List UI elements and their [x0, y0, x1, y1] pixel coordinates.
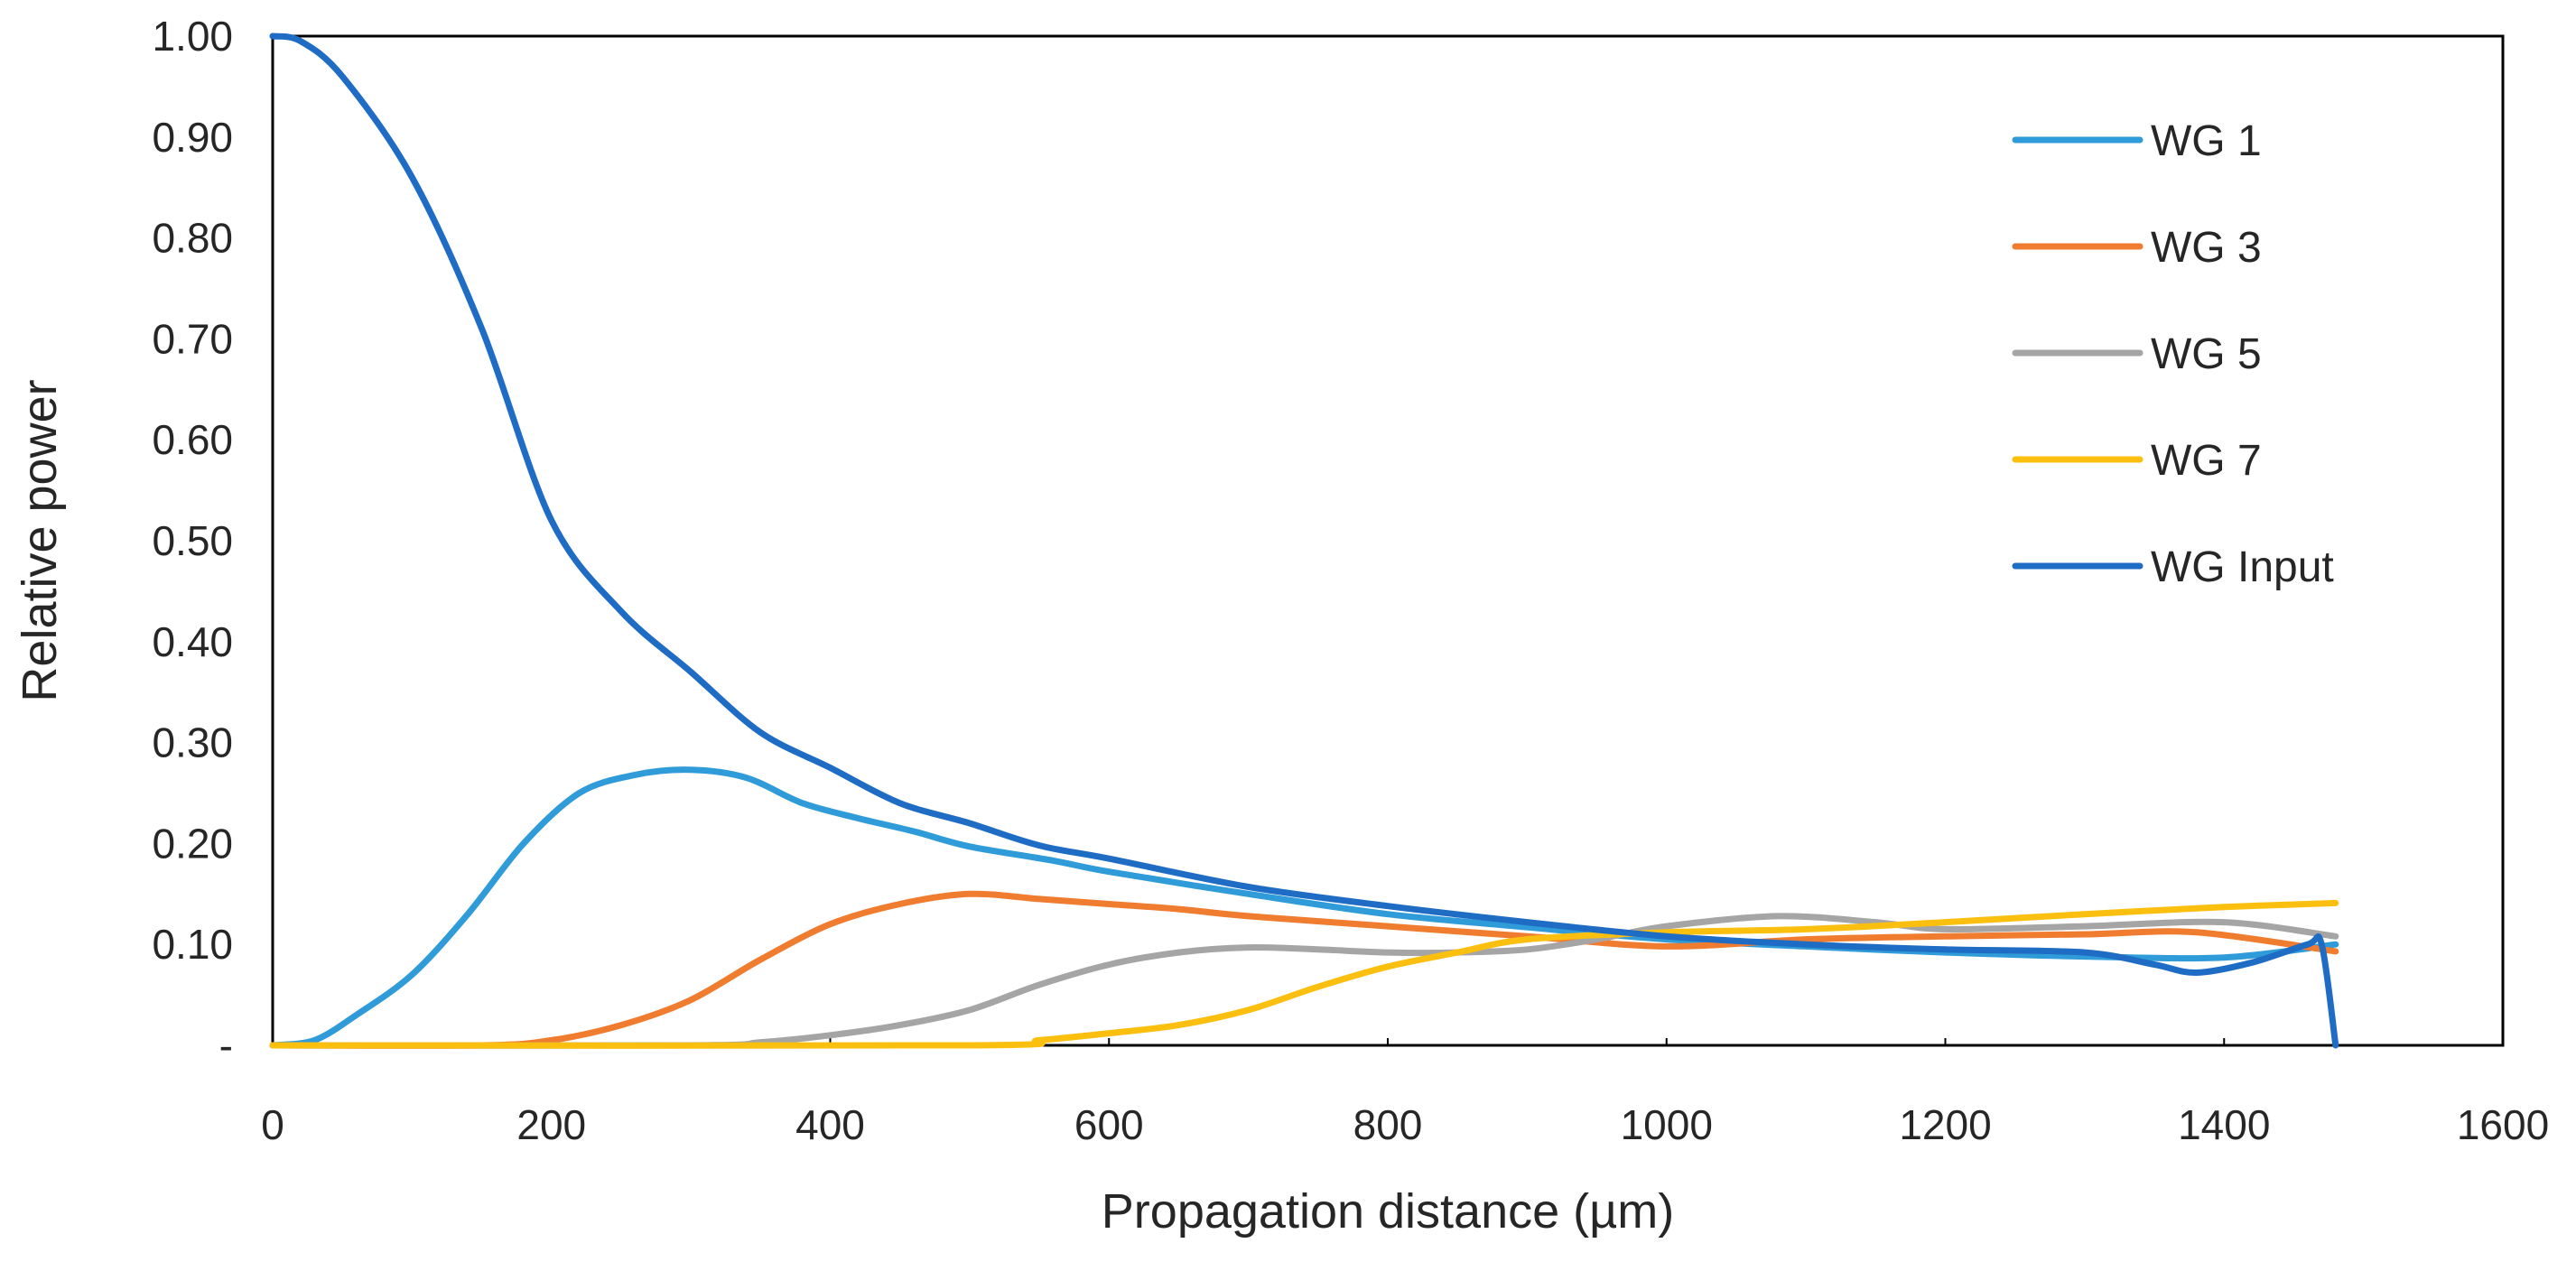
- x-tick-label: 0: [261, 1101, 284, 1148]
- legend-label-wg-input: WG Input: [2151, 543, 2334, 591]
- x-tick-label: 1200: [1899, 1101, 1991, 1148]
- y-tick-label: 0.10: [152, 921, 233, 968]
- series-line-wg-3: [269, 890, 2339, 1049]
- x-tick-label: 1000: [1621, 1101, 1713, 1148]
- y-tick-label: 0.50: [152, 517, 233, 564]
- series-lines: [269, 32, 2339, 1049]
- x-tick-label: 1600: [2457, 1101, 2549, 1148]
- y-tick-label: 0.90: [152, 114, 233, 161]
- legend-label-wg-1: WG 1: [2151, 117, 2262, 165]
- y-axis-ticks: - 0.10 0.20 0.30 0.40 0.50 0.60 0.70 0.80 0.90 1.0…: [152, 13, 233, 1069]
- y-axis-title: Relative power: [13, 379, 67, 701]
- y-tick-label: -: [219, 1022, 233, 1069]
- x-axis-title: Propagation distance (µm): [1102, 1184, 1674, 1239]
- legend: WG 1 WG 3 WG 5 WG 7 WG Input: [2012, 117, 2334, 591]
- y-tick-label: 0.70: [152, 315, 233, 362]
- y-tick-label: 0.20: [152, 820, 233, 867]
- legend-label-wg-3: WG 3: [2151, 224, 2262, 272]
- x-tick-label: 400: [795, 1101, 865, 1148]
- series-line-wg-input: [269, 32, 2339, 1049]
- y-tick-label: 0.80: [152, 215, 233, 262]
- legend-label-wg-5: WG 5: [2151, 330, 2262, 378]
- x-tick-label: 800: [1353, 1101, 1423, 1148]
- y-tick-label: 0.30: [152, 719, 233, 766]
- plot-area: [271, 34, 2505, 1047]
- series-line-wg-7: [269, 899, 2339, 1049]
- y-tick-label: 0.60: [152, 416, 233, 463]
- series-line-wg-5: [269, 913, 2339, 1049]
- x-tick-label: 600: [1074, 1101, 1144, 1148]
- x-tick-label: 200: [516, 1101, 586, 1148]
- legend-label-wg-7: WG 7: [2151, 437, 2262, 485]
- y-tick-label: 1.00: [152, 13, 233, 60]
- x-axis-ticks: 0 200 400 600 800 1000 1200 1400 1600: [261, 1038, 2549, 1148]
- x-tick-label: 1400: [2178, 1101, 2270, 1148]
- y-tick-label: 0.40: [152, 618, 233, 665]
